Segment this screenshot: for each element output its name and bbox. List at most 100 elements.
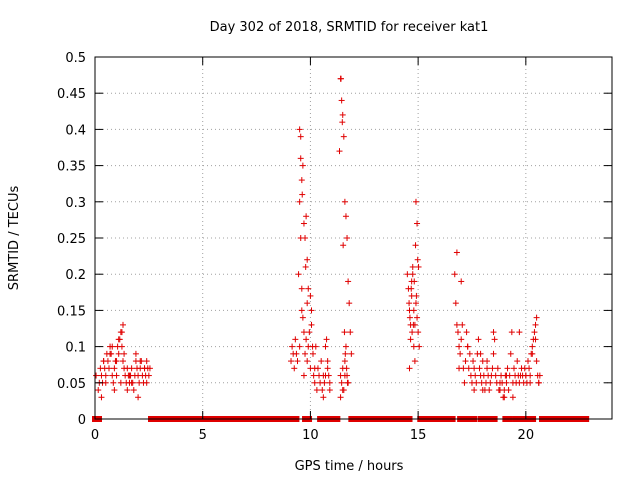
data-point — [100, 358, 107, 365]
data-point — [411, 278, 418, 285]
data-point — [340, 133, 347, 140]
data-point — [452, 300, 459, 307]
data-point — [340, 242, 347, 249]
data-point — [415, 263, 422, 270]
data-point — [113, 372, 120, 379]
y-tick-label: 0.2 — [65, 268, 86, 283]
data-point — [146, 365, 153, 372]
data-point — [300, 372, 307, 379]
data-point — [297, 133, 304, 140]
data-point — [110, 379, 117, 386]
data-point — [413, 292, 420, 299]
data-point — [113, 358, 120, 365]
data-point — [409, 329, 416, 336]
data-point — [462, 358, 469, 365]
data-point — [491, 336, 498, 343]
data-point — [341, 198, 348, 205]
x-tick-label: 5 — [199, 428, 207, 443]
y-tick-label: 0.05 — [57, 377, 86, 392]
data-point — [311, 365, 318, 372]
x-tick-label: 0 — [91, 428, 99, 443]
data-point — [463, 329, 470, 336]
data-point — [310, 372, 317, 379]
data-point — [346, 300, 353, 307]
data-point — [344, 235, 351, 241]
data-point — [416, 343, 423, 350]
x-axis-label: GPS time / hours — [295, 459, 404, 474]
data-point — [313, 387, 320, 394]
data-point — [128, 365, 135, 372]
data-point — [299, 314, 306, 321]
data-point — [93, 372, 100, 379]
data-point — [102, 379, 109, 386]
data-point — [406, 314, 413, 321]
data-point — [318, 358, 325, 365]
data-point — [470, 358, 477, 365]
data-point — [341, 372, 348, 379]
data-point — [464, 343, 471, 350]
data-point — [337, 394, 344, 401]
data-point — [303, 213, 310, 220]
data-point — [508, 329, 515, 336]
grid-lines — [95, 57, 612, 419]
data-point — [494, 365, 501, 372]
data-point — [339, 119, 346, 126]
data-point — [306, 329, 313, 336]
data-point — [466, 350, 473, 357]
data-point — [514, 358, 521, 365]
data-point — [532, 336, 539, 343]
data-point — [477, 350, 484, 357]
data-point — [484, 358, 491, 365]
data-point — [305, 285, 312, 292]
data-point — [472, 372, 479, 379]
data-point — [326, 387, 333, 394]
data-point — [492, 372, 499, 379]
data-point — [295, 271, 302, 278]
data-point — [95, 387, 102, 394]
data-point — [321, 379, 328, 386]
data-point — [145, 372, 152, 379]
data-point — [412, 198, 419, 205]
data-point — [115, 336, 122, 343]
data-point — [338, 379, 345, 386]
data-point — [288, 358, 295, 365]
data-point — [453, 321, 460, 328]
data-point — [406, 300, 413, 307]
data-point — [307, 292, 314, 299]
data-point — [451, 271, 458, 278]
data-point — [526, 365, 533, 372]
data-point — [143, 358, 150, 365]
data-point — [326, 379, 333, 386]
data-point — [118, 343, 125, 350]
data-point — [132, 350, 139, 357]
data-point — [339, 387, 346, 394]
data-point — [121, 350, 128, 357]
data-point — [412, 300, 419, 307]
y-tick-label: 0 — [78, 413, 86, 428]
data-point — [109, 343, 116, 350]
data-point — [410, 321, 417, 328]
data-point — [406, 365, 413, 372]
data-point — [291, 365, 298, 372]
x-tick-label: 15 — [410, 428, 427, 443]
data-point — [117, 379, 124, 386]
data-point — [507, 350, 514, 357]
data-point — [415, 329, 422, 336]
data-point — [296, 126, 303, 133]
data-point — [323, 336, 330, 343]
data-point — [124, 387, 131, 394]
data-point — [302, 350, 309, 357]
data-point — [324, 358, 331, 365]
data-point — [292, 336, 299, 343]
data-point — [339, 111, 346, 118]
data-point — [527, 379, 534, 386]
data-point — [458, 336, 465, 343]
data-point — [126, 372, 133, 379]
data-point — [453, 249, 460, 256]
data-point — [137, 358, 144, 365]
data-point — [308, 321, 315, 328]
data-point — [289, 343, 296, 350]
data-point — [476, 365, 483, 372]
